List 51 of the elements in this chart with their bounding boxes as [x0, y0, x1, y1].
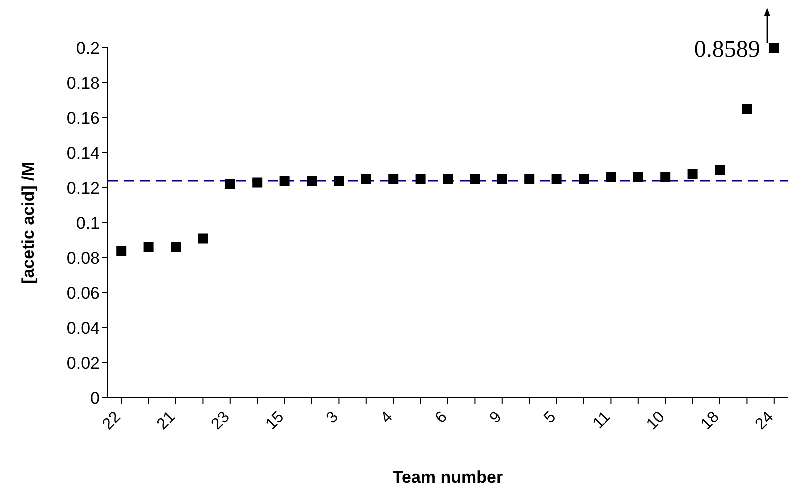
y-tick-label: 0.04 [66, 319, 100, 338]
y-tick-label: 0.18 [66, 74, 100, 94]
y-tick-label: 0.16 [66, 109, 100, 128]
point [579, 174, 589, 184]
point [388, 174, 399, 184]
y-tick-label: 0.1 [76, 214, 100, 234]
x-tick-label: 6 [432, 408, 451, 428]
point [416, 174, 426, 184]
x-tick-label: 10 [644, 408, 668, 434]
point [280, 176, 290, 186]
point [470, 174, 480, 184]
point [116, 246, 127, 256]
point [171, 242, 181, 252]
x-tick-label: 22 [100, 408, 124, 434]
y-tick-label: 0.06 [66, 284, 100, 304]
y-tick-label: 0.08 [66, 249, 100, 268]
y-axis-title: [acetic acid] /M [19, 162, 38, 284]
point [688, 169, 698, 179]
point [252, 178, 263, 188]
point [552, 174, 562, 184]
x-tick-label: 5 [541, 408, 560, 428]
x-tick-label: 15 [263, 408, 288, 434]
point [144, 242, 154, 252]
x-tick-label: 24 [752, 408, 778, 434]
point [633, 172, 644, 182]
y-tick-label: 0.02 [66, 354, 100, 374]
x-tick-label: 21 [154, 408, 179, 434]
annotation: 0.8589 [694, 37, 760, 63]
point [742, 104, 752, 114]
y-tick-label: 0.2 [76, 39, 100, 58]
point [361, 174, 372, 184]
point [715, 166, 725, 176]
x-tick-label: 9 [486, 408, 506, 428]
x-axis-title: Team number [392, 468, 504, 487]
x-tick-label: 3 [324, 408, 342, 428]
point [524, 174, 535, 184]
x-tick-label: 11 [590, 408, 614, 433]
point [497, 174, 508, 184]
y-tick-label: 0.14 [66, 144, 100, 164]
point [225, 180, 236, 190]
point [334, 176, 344, 186]
point [443, 174, 453, 184]
point [198, 234, 208, 244]
x-tick-label: 4 [378, 408, 396, 428]
x-tick-label: 18 [698, 408, 723, 434]
point [660, 172, 671, 182]
y-tick-label: 0 [90, 389, 100, 408]
x-tick-label: 23 [208, 408, 234, 434]
point [606, 172, 616, 182]
point [307, 176, 317, 186]
y-tick-label: 0.12 [66, 179, 100, 198]
